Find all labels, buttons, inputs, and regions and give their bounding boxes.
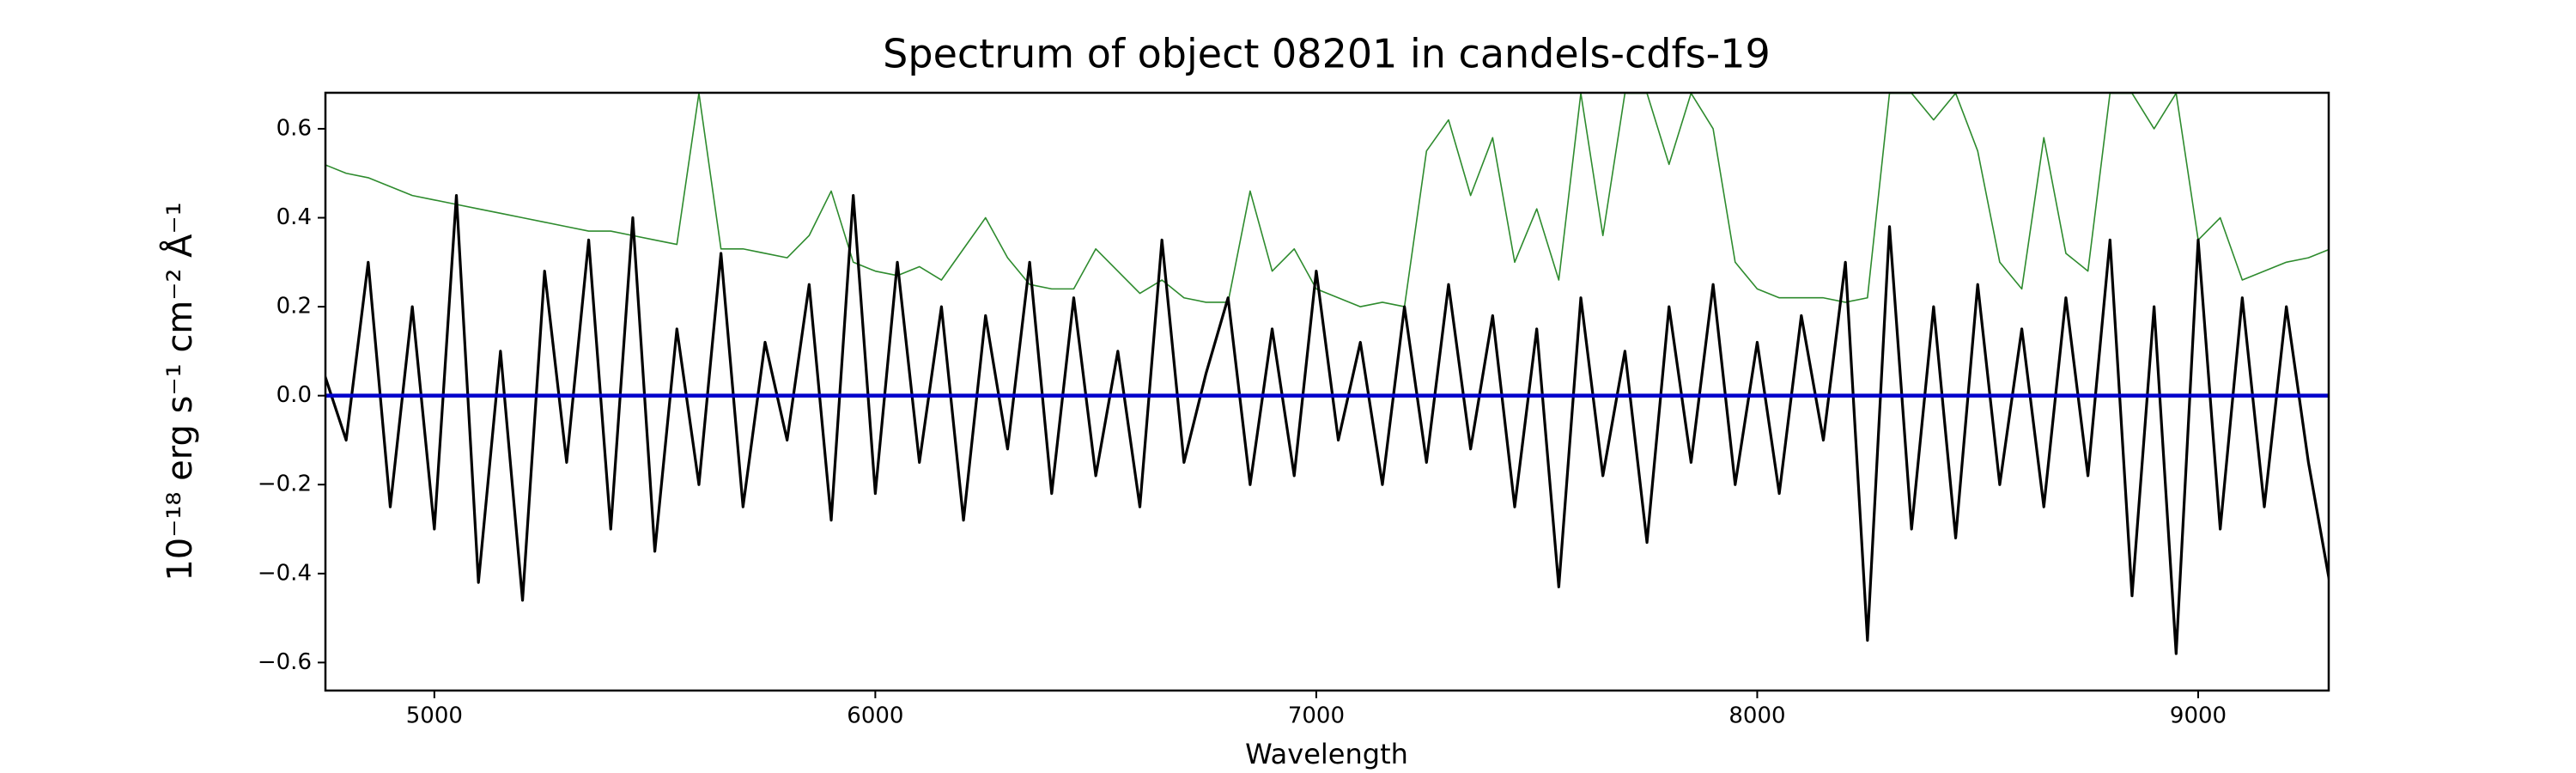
x-tick-label: 9000 (2170, 703, 2227, 729)
spectrum-line (325, 194, 2329, 655)
y-tick-label: 0.6 (276, 115, 312, 141)
y-tick-label: 0.2 (276, 294, 312, 320)
x-tick-label: 6000 (847, 703, 903, 729)
plot-area (325, 93, 2329, 655)
x-tick-label: 5000 (406, 703, 463, 729)
y-tick-label: −0.4 (258, 560, 312, 586)
x-axis-label: Wavelength (1245, 738, 1408, 770)
spectrum-line (325, 93, 2329, 307)
plot-frame (324, 91, 2330, 692)
x-tick-label: 8000 (1728, 703, 1785, 729)
y-tick-label: −0.2 (258, 472, 312, 497)
x-tick-label: 7000 (1288, 703, 1345, 729)
y-axis-label: 10⁻¹⁸ erg s⁻¹ cm⁻² Å⁻¹ (159, 202, 200, 581)
y-tick-label: −0.6 (258, 649, 312, 675)
chart-title: Spectrum of object 08201 in candels-cdfs… (883, 31, 1771, 77)
y-tick-label: 0.0 (276, 382, 312, 408)
y-tick-label: 0.4 (276, 204, 312, 230)
